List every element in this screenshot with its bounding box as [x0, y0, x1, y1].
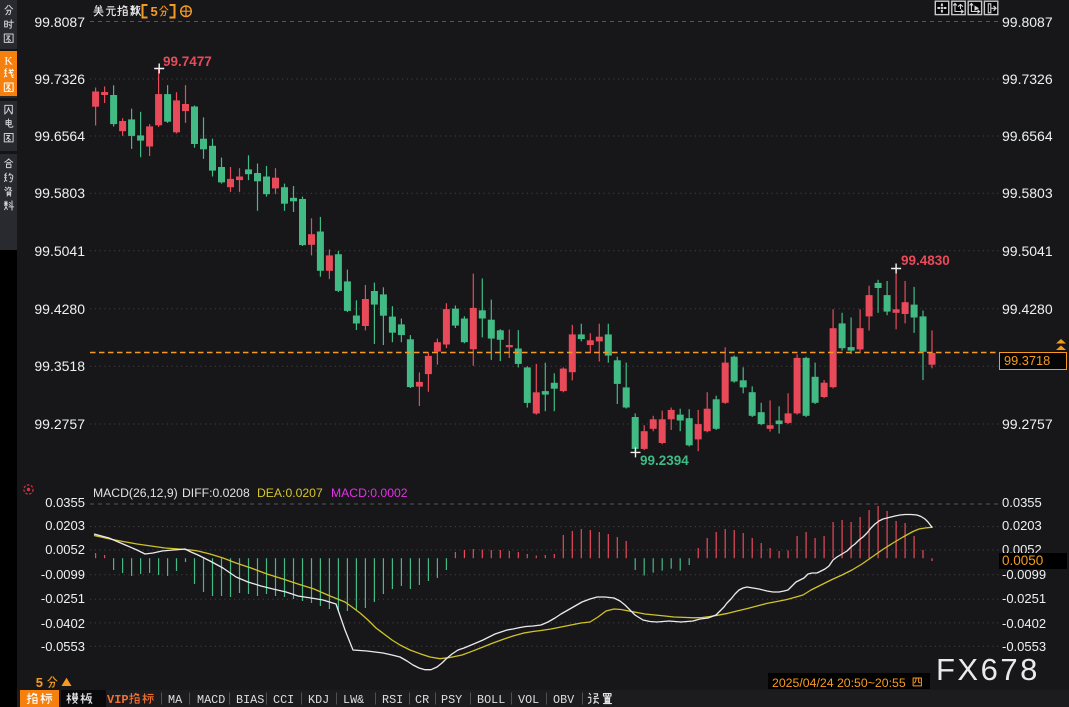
svg-text:K: K	[4, 56, 13, 68]
svg-text:KDJ: KDJ	[308, 693, 329, 707]
svg-text:VIP: VIP	[107, 693, 129, 707]
svg-text:BOLL: BOLL	[477, 693, 505, 707]
svg-text:OBV: OBV	[553, 693, 575, 707]
svg-text:RSI: RSI	[382, 693, 403, 707]
svg-text:LW&: LW&	[343, 693, 364, 707]
svg-text:MA: MA	[168, 693, 183, 707]
svg-text:MACD: MACD	[197, 693, 225, 707]
svg-text:CR: CR	[415, 693, 429, 707]
svg-text:VOL: VOL	[518, 693, 539, 707]
svg-text:5: 5	[36, 675, 43, 690]
svg-text:PSY: PSY	[441, 693, 462, 707]
svg-text:5: 5	[151, 4, 158, 19]
svg-text:BIAS: BIAS	[236, 693, 264, 707]
svg-text:CCI: CCI	[273, 693, 294, 707]
